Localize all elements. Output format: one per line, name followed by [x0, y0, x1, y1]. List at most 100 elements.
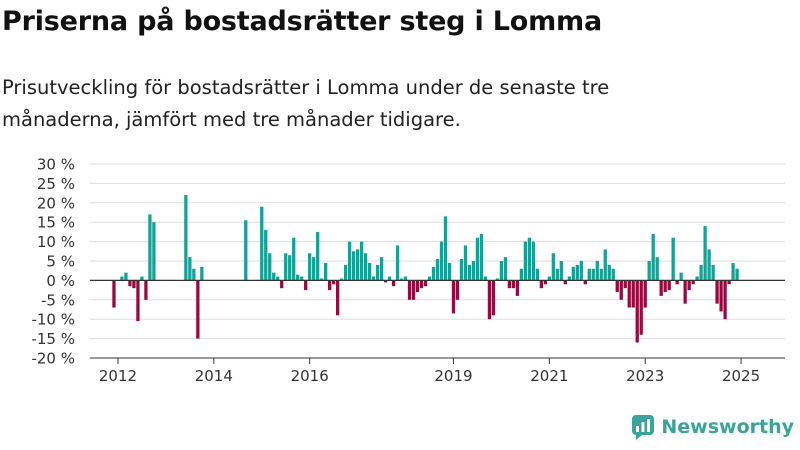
bar	[284, 253, 288, 281]
bar	[467, 264, 472, 281]
newsworthy-logo-text: Newsworthy	[661, 416, 794, 438]
bar	[363, 253, 368, 281]
bar	[727, 280, 731, 285]
bar	[659, 280, 663, 296]
bar	[631, 280, 635, 308]
bar	[276, 276, 280, 281]
bar	[671, 237, 675, 281]
bar	[507, 280, 512, 289]
bar	[455, 280, 460, 300]
bar	[575, 264, 579, 281]
bar	[391, 280, 396, 287]
x-tick-label: 2014	[195, 367, 233, 385]
bar	[304, 280, 308, 291]
bar	[343, 264, 348, 281]
y-tick-label: 30 %	[37, 156, 75, 174]
bar	[347, 241, 352, 281]
bar	[320, 278, 324, 281]
bar	[336, 280, 340, 316]
bar	[511, 280, 516, 289]
bar	[475, 237, 480, 281]
bar	[691, 280, 695, 285]
bar	[419, 280, 424, 289]
bar	[272, 272, 276, 281]
y-tick-label: 5 %	[46, 253, 75, 271]
x-axis-tick-labels: 2012 2014 2016 2019 2021 2023 2025	[99, 358, 760, 385]
bar	[563, 280, 567, 285]
bar	[328, 280, 332, 291]
bar	[427, 276, 432, 281]
bar	[615, 280, 619, 293]
chart-title: Priserna på bostadsrätter steg i Lomma	[2, 6, 603, 37]
axes	[90, 279, 785, 359]
bar	[371, 276, 376, 281]
bar	[367, 262, 372, 281]
bar	[679, 272, 683, 281]
y-tick-label: -15 %	[31, 330, 75, 348]
bar	[627, 280, 631, 308]
bar	[611, 268, 615, 281]
bar	[499, 261, 504, 281]
bar	[268, 253, 272, 281]
bar	[184, 195, 188, 281]
bar	[308, 253, 312, 281]
bar	[124, 272, 128, 281]
y-tick-label: -20 %	[31, 350, 75, 368]
bar	[643, 280, 647, 308]
bar	[435, 259, 440, 281]
bar	[200, 266, 204, 281]
y-tick-label: -5 %	[41, 291, 75, 309]
bar	[411, 280, 416, 300]
y-tick-label: 0 %	[46, 272, 75, 290]
bar	[547, 276, 551, 281]
bar	[647, 261, 651, 281]
bar	[567, 276, 571, 281]
bar	[587, 268, 591, 281]
bar	[288, 255, 292, 281]
x-tick-label: 2019	[434, 367, 472, 385]
y-tick-label: 10 %	[37, 233, 75, 251]
y-tick-label: 15 %	[37, 214, 75, 232]
bar	[280, 280, 284, 289]
bar	[663, 280, 667, 293]
bar	[523, 241, 528, 281]
x-tick-label: 2012	[99, 367, 137, 385]
bar	[515, 280, 520, 296]
bar	[479, 233, 484, 281]
bar	[312, 257, 316, 281]
bar	[495, 278, 500, 281]
bar	[152, 222, 156, 281]
bar	[355, 249, 360, 281]
bar	[635, 280, 639, 343]
bar	[591, 268, 595, 281]
bars	[112, 195, 739, 343]
annotation-label: 3 %	[735, 150, 764, 154]
bar	[136, 280, 140, 322]
bar	[707, 249, 711, 281]
bar	[535, 268, 539, 281]
bar	[451, 280, 456, 314]
bar	[675, 280, 679, 285]
bar	[655, 257, 659, 281]
bar	[639, 280, 643, 335]
bar	[551, 253, 555, 281]
bar	[735, 268, 739, 281]
newsworthy-logo-icon	[632, 415, 655, 440]
bar	[120, 276, 124, 281]
bar	[703, 226, 707, 281]
bar	[128, 280, 132, 287]
bar	[431, 266, 436, 281]
x-tick-label: 2025	[722, 367, 760, 385]
bar	[527, 237, 532, 281]
bar	[403, 276, 408, 281]
bar	[543, 280, 547, 285]
bar	[555, 268, 559, 281]
bar	[324, 262, 328, 281]
bar	[699, 264, 703, 281]
bar	[132, 280, 136, 289]
y-tick-label: 25 %	[37, 175, 75, 193]
bar	[599, 268, 603, 281]
bar	[188, 257, 192, 281]
bar	[667, 280, 671, 291]
bar	[112, 280, 116, 308]
